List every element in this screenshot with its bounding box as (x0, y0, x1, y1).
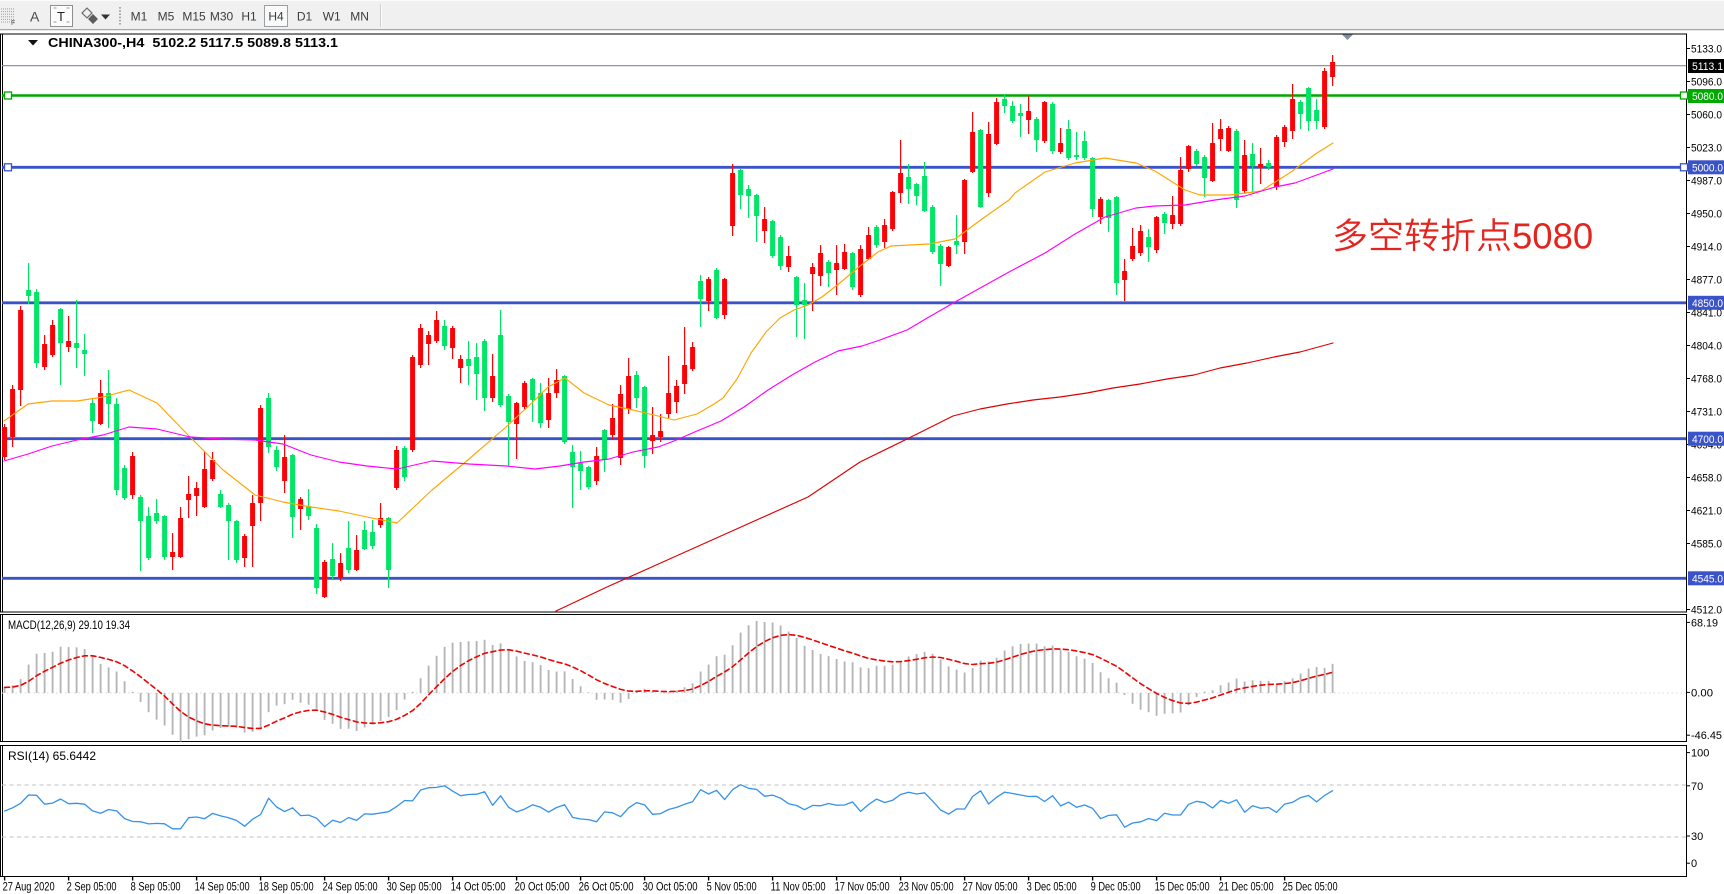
svg-text:21 Dec 05:00: 21 Dec 05:00 (1219, 882, 1274, 894)
svg-text:F: F (11, 20, 15, 27)
svg-text:18 Sep 05:00: 18 Sep 05:00 (259, 882, 314, 894)
svg-text:27 Nov 05:00: 27 Nov 05:00 (963, 882, 1018, 894)
svg-text:H1: H1 (241, 10, 257, 24)
svg-text:4877.0: 4877.0 (1691, 275, 1722, 287)
svg-text:4512.0: 4512.0 (1691, 605, 1722, 617)
svg-text:4700.0: 4700.0 (1692, 434, 1723, 446)
svg-text:-46.45: -46.45 (1691, 730, 1722, 742)
svg-text:68.19: 68.19 (1691, 617, 1718, 629)
svg-text:4545.0: 4545.0 (1692, 574, 1723, 586)
svg-text:5000.0: 5000.0 (1692, 163, 1723, 175)
svg-text:M15: M15 (182, 10, 206, 24)
svg-text:4950.0: 4950.0 (1691, 209, 1722, 221)
svg-text:30 Sep 05:00: 30 Sep 05:00 (387, 882, 442, 894)
svg-text:25 Dec 05:00: 25 Dec 05:00 (1283, 882, 1338, 894)
svg-text:4850.0: 4850.0 (1692, 298, 1723, 310)
svg-text:5060.0: 5060.0 (1691, 110, 1722, 122)
svg-text:4658.0: 4658.0 (1691, 473, 1722, 485)
svg-text:14 Oct 05:00: 14 Oct 05:00 (451, 882, 506, 894)
svg-text:11 Nov 05:00: 11 Nov 05:00 (771, 882, 826, 894)
svg-text:4914.0: 4914.0 (1691, 242, 1722, 254)
svg-text:15 Dec 05:00: 15 Dec 05:00 (1155, 882, 1210, 894)
svg-text:5096.0: 5096.0 (1691, 77, 1722, 89)
svg-text:2 Sep 05:00: 2 Sep 05:00 (67, 882, 117, 894)
svg-text:4804.0: 4804.0 (1691, 341, 1722, 353)
svg-text:23 Nov 05:00: 23 Nov 05:00 (899, 882, 954, 894)
svg-text:A: A (30, 9, 40, 25)
svg-text:4768.0: 4768.0 (1691, 374, 1722, 386)
svg-text:20 Oct 05:00: 20 Oct 05:00 (515, 882, 570, 894)
svg-text:5133.0: 5133.0 (1691, 44, 1722, 56)
svg-text:26 Oct 05:00: 26 Oct 05:00 (579, 882, 634, 894)
svg-text:24 Sep 05:00: 24 Sep 05:00 (323, 882, 378, 894)
svg-text:30: 30 (1691, 831, 1703, 843)
svg-text:27 Aug 2020: 27 Aug 2020 (3, 882, 55, 894)
svg-text:M1: M1 (131, 10, 148, 24)
svg-text:30 Oct 05:00: 30 Oct 05:00 (643, 882, 698, 894)
svg-text:T: T (57, 9, 65, 24)
svg-text:0: 0 (1691, 858, 1697, 870)
svg-text:14 Sep 05:00: 14 Sep 05:00 (195, 882, 250, 894)
svg-text:0.00: 0.00 (1691, 687, 1713, 699)
svg-text:100: 100 (1691, 748, 1709, 760)
svg-text:MACD(12,26,9) 29.10 19.34: MACD(12,26,9) 29.10 19.34 (8, 618, 130, 632)
svg-text:M5: M5 (158, 10, 175, 24)
svg-text:CHINA300-,H4 5102.2 5117.5 50: CHINA300-,H4 5102.2 5117.5 5089.8 5113.1 (48, 36, 338, 50)
svg-text:RSI(14) 65.6442: RSI(14) 65.6442 (8, 749, 96, 763)
svg-text:D1: D1 (297, 10, 313, 24)
svg-text:4731.0: 4731.0 (1691, 407, 1722, 419)
svg-text:3 Dec 05:00: 3 Dec 05:00 (1027, 882, 1077, 894)
svg-text:4621.0: 4621.0 (1691, 506, 1722, 518)
svg-text:MN: MN (350, 10, 369, 24)
svg-text:H4: H4 (268, 10, 284, 24)
svg-text:4585.0: 4585.0 (1691, 539, 1722, 551)
svg-text:17 Nov 05:00: 17 Nov 05:00 (835, 882, 890, 894)
svg-text:4987.0: 4987.0 (1691, 176, 1722, 188)
svg-text:5023.0: 5023.0 (1691, 143, 1722, 155)
svg-text:W1: W1 (323, 10, 341, 24)
svg-text:9 Dec 05:00: 9 Dec 05:00 (1091, 882, 1141, 894)
svg-text:5113.1: 5113.1 (1692, 61, 1723, 73)
svg-text:5080: 5080 (1512, 216, 1593, 257)
svg-text:5080.0: 5080.0 (1692, 91, 1723, 103)
svg-text:70: 70 (1691, 781, 1703, 793)
svg-text:8 Sep 05:00: 8 Sep 05:00 (131, 882, 181, 894)
svg-text:M30: M30 (210, 10, 234, 24)
svg-text:4841.0: 4841.0 (1691, 308, 1722, 320)
svg-text:5 Nov 05:00: 5 Nov 05:00 (707, 882, 757, 894)
